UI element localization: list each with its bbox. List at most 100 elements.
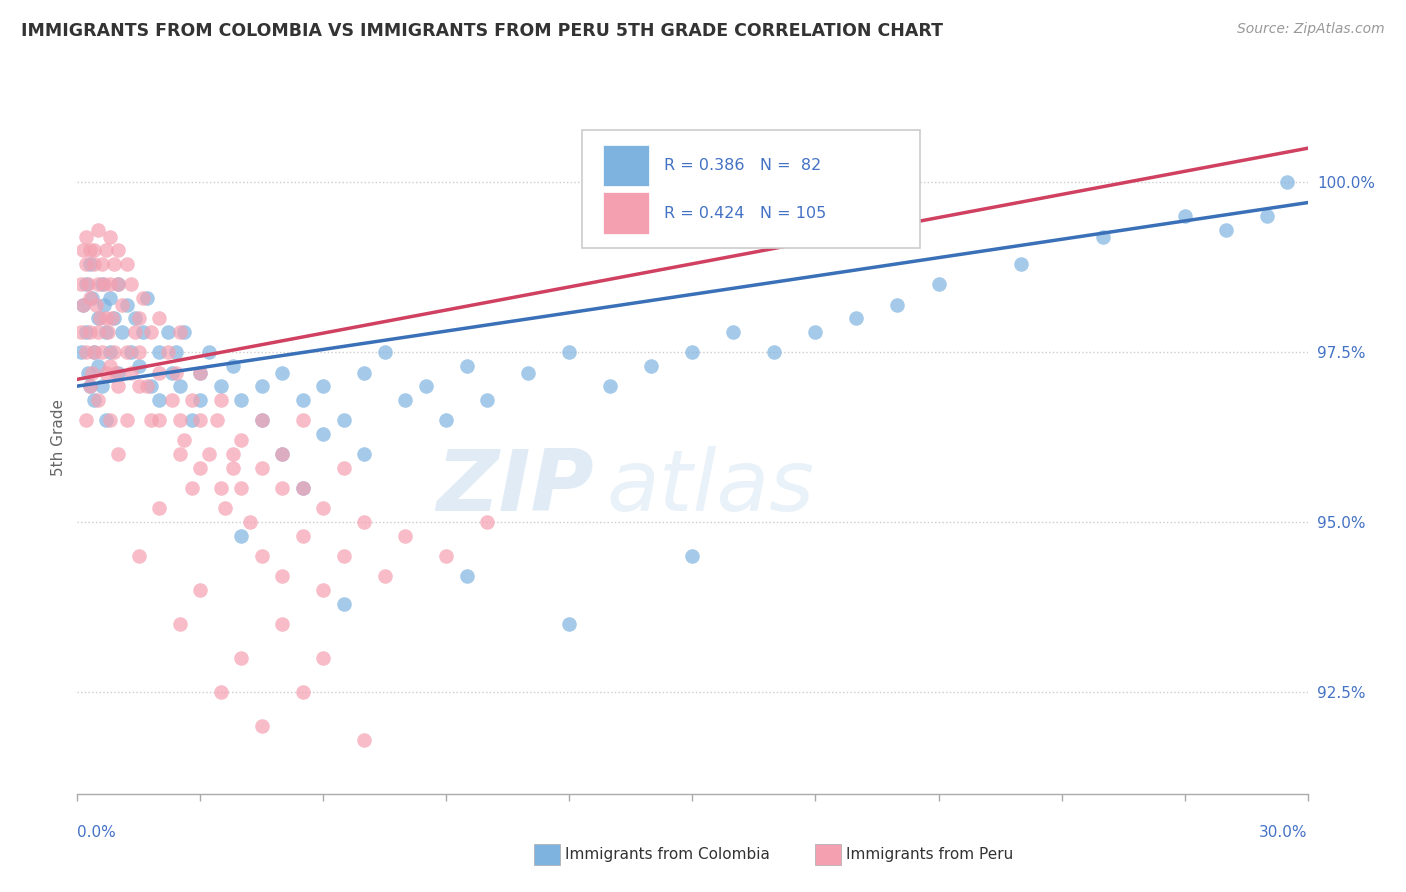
Point bbox=[353, 732, 375, 747]
Point bbox=[222, 359, 245, 373]
Point bbox=[111, 325, 134, 339]
FancyBboxPatch shape bbox=[582, 130, 920, 248]
Text: R = 0.424   N = 105: R = 0.424 N = 105 bbox=[664, 205, 827, 220]
Point bbox=[98, 229, 121, 244]
Point bbox=[107, 277, 129, 292]
Point bbox=[76, 366, 98, 380]
Point bbox=[197, 447, 219, 461]
Point bbox=[271, 447, 294, 461]
Point bbox=[70, 277, 93, 292]
Point bbox=[72, 297, 94, 311]
Point bbox=[98, 345, 121, 359]
Point bbox=[148, 366, 170, 380]
Point bbox=[886, 297, 908, 311]
Point bbox=[291, 481, 314, 495]
Point bbox=[148, 501, 170, 516]
Point bbox=[188, 366, 212, 380]
Point bbox=[75, 277, 97, 292]
Point bbox=[333, 413, 356, 427]
Point bbox=[84, 297, 107, 311]
Point bbox=[291, 685, 314, 699]
Point bbox=[93, 297, 115, 311]
Point bbox=[79, 257, 101, 271]
Point bbox=[79, 325, 101, 339]
Point bbox=[141, 413, 163, 427]
Point bbox=[169, 325, 191, 339]
Point bbox=[188, 460, 212, 475]
Point bbox=[682, 345, 704, 359]
Point bbox=[165, 345, 187, 359]
Point bbox=[250, 549, 273, 563]
Point bbox=[640, 359, 662, 373]
Point bbox=[79, 291, 101, 305]
Point bbox=[79, 379, 101, 393]
Point bbox=[103, 345, 125, 359]
Point bbox=[181, 481, 204, 495]
Point bbox=[477, 515, 499, 529]
Point bbox=[160, 392, 183, 407]
Point bbox=[271, 569, 294, 583]
Point bbox=[271, 366, 294, 380]
Point bbox=[291, 528, 314, 542]
Point bbox=[87, 277, 110, 292]
Point bbox=[94, 243, 117, 257]
Y-axis label: 5th Grade: 5th Grade bbox=[51, 399, 66, 475]
Point bbox=[477, 392, 499, 407]
Point bbox=[558, 617, 581, 632]
Point bbox=[103, 257, 125, 271]
Point bbox=[132, 325, 155, 339]
Point bbox=[173, 325, 195, 339]
Text: atlas: atlas bbox=[606, 445, 814, 529]
Point bbox=[141, 325, 163, 339]
Point bbox=[209, 379, 232, 393]
Point bbox=[128, 311, 150, 326]
Point bbox=[148, 413, 170, 427]
Point bbox=[87, 325, 110, 339]
Point bbox=[75, 325, 97, 339]
Point bbox=[271, 617, 294, 632]
Point bbox=[231, 434, 253, 448]
Point bbox=[94, 325, 117, 339]
Point bbox=[83, 345, 105, 359]
Point bbox=[209, 685, 232, 699]
Point bbox=[188, 366, 212, 380]
Point bbox=[105, 366, 128, 380]
Point bbox=[70, 325, 93, 339]
Point bbox=[75, 229, 97, 244]
Point bbox=[250, 413, 273, 427]
Text: Source: ZipAtlas.com: Source: ZipAtlas.com bbox=[1237, 22, 1385, 37]
Point bbox=[374, 569, 396, 583]
Point bbox=[1256, 209, 1278, 223]
Point bbox=[128, 345, 150, 359]
Point bbox=[141, 379, 163, 393]
Point bbox=[160, 366, 183, 380]
Point bbox=[169, 379, 191, 393]
Point bbox=[94, 413, 117, 427]
Point bbox=[101, 311, 124, 326]
Point bbox=[188, 582, 212, 597]
Point bbox=[136, 379, 159, 393]
Point bbox=[222, 460, 245, 475]
Point bbox=[250, 460, 273, 475]
Point bbox=[271, 447, 294, 461]
Point bbox=[148, 311, 170, 326]
Point bbox=[83, 243, 105, 257]
Point bbox=[83, 345, 105, 359]
Point bbox=[72, 243, 94, 257]
Point bbox=[132, 291, 155, 305]
Point bbox=[111, 297, 134, 311]
Point bbox=[98, 291, 121, 305]
Point bbox=[79, 243, 101, 257]
Point bbox=[231, 392, 253, 407]
Point bbox=[87, 359, 110, 373]
Point bbox=[517, 366, 540, 380]
Point bbox=[107, 243, 129, 257]
Text: IMMIGRANTS FROM COLOMBIA VS IMMIGRANTS FROM PERU 5TH GRADE CORRELATION CHART: IMMIGRANTS FROM COLOMBIA VS IMMIGRANTS F… bbox=[21, 22, 943, 40]
Point bbox=[333, 460, 356, 475]
Point bbox=[291, 413, 314, 427]
Point bbox=[87, 311, 110, 326]
Bar bbox=[603, 145, 650, 186]
Point bbox=[148, 392, 170, 407]
Point bbox=[250, 413, 273, 427]
Point bbox=[250, 379, 273, 393]
